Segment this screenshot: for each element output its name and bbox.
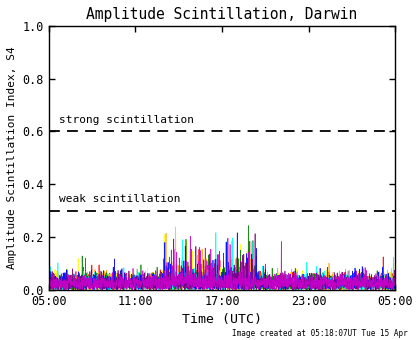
Text: strong scintillation: strong scintillation [59, 115, 194, 125]
Text: Image created at 05:18:07UT Tue 15 Apr: Image created at 05:18:07UT Tue 15 Apr [232, 329, 407, 338]
X-axis label: Time (UTC): Time (UTC) [182, 313, 262, 326]
Title: Amplitude Scintillation, Darwin: Amplitude Scintillation, Darwin [87, 7, 357, 22]
Y-axis label: Amplitude Scintillation Index, S4: Amplitude Scintillation Index, S4 [7, 47, 17, 269]
Text: weak scintillation: weak scintillation [59, 194, 181, 204]
